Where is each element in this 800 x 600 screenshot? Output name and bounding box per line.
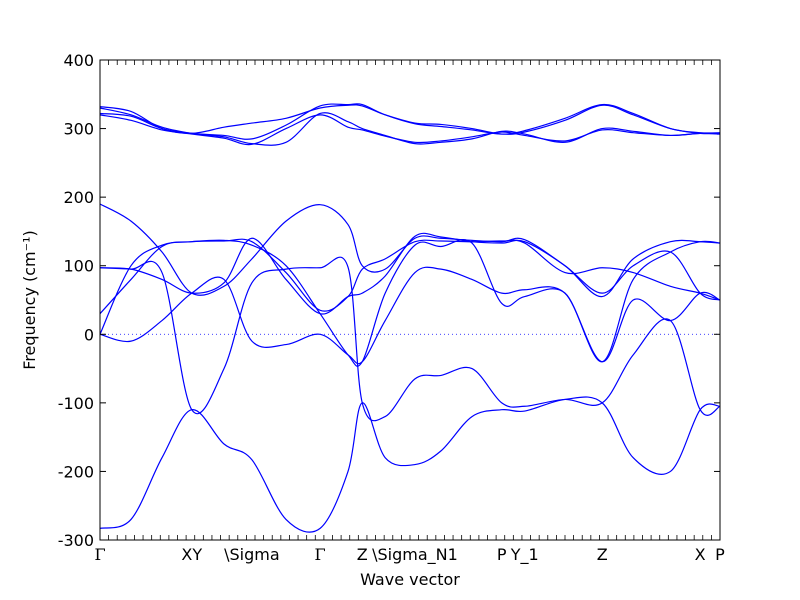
band-line-9 [99, 266, 721, 365]
x-tick-label: \Sigma [224, 545, 280, 564]
x-tick-label: X [695, 545, 706, 564]
y-tick-label: -300 [58, 531, 94, 550]
x-tick-label: \Sigma_N1 [372, 545, 458, 565]
x-tick-label: Y_1 [510, 545, 539, 565]
x-axis-label: Wave vector [360, 570, 460, 589]
band-line-11 [99, 396, 721, 533]
x-tick-label: P [497, 545, 507, 564]
x-tick-label: P [715, 545, 725, 564]
x-tick-label: Z [357, 545, 368, 564]
y-tick-label: 400 [63, 51, 94, 70]
x-tick-label: Z [597, 545, 608, 564]
y-tick-label: 0 [84, 325, 94, 344]
y-tick-label: -200 [58, 462, 94, 481]
band-line-5 [99, 203, 721, 301]
y-tick-label: -100 [58, 394, 94, 413]
x-tick-label: Γ [315, 545, 326, 564]
y-tick-label: 300 [63, 120, 94, 139]
y-tick-label: 200 [63, 188, 94, 207]
x-tick-label: Γ [94, 545, 105, 564]
y-axis-label: Frequency (cm⁻¹) [20, 230, 39, 369]
band-line-6 [99, 232, 721, 315]
band-line-4 [99, 114, 721, 146]
band-line-8 [99, 238, 721, 367]
series-layer [99, 103, 721, 533]
y-tick-label: 100 [63, 257, 94, 276]
x-tick-label: XY [181, 545, 202, 564]
